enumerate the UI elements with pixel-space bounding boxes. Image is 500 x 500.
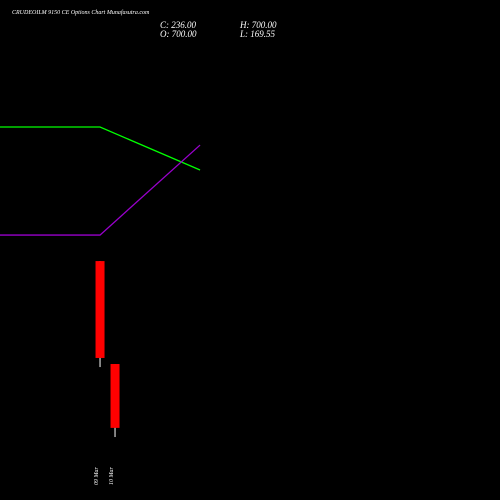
chart-title: CRUDEOILM 9150 CE Options Chart Munafasu… [12,9,150,16]
indicator-line [0,144,201,236]
low-label: L: 169.55 [239,29,276,39]
open-label: O: 700.00 [160,29,197,39]
candle-body [110,364,120,428]
x-tick-label: 09 Mar [94,467,100,485]
x-tick-label: 10 Mar [109,467,115,485]
indicator-line [0,126,201,171]
high-label: H: 700.00 [239,20,277,30]
close-label: C: 236.00 [160,20,197,30]
candle-body [95,261,105,358]
